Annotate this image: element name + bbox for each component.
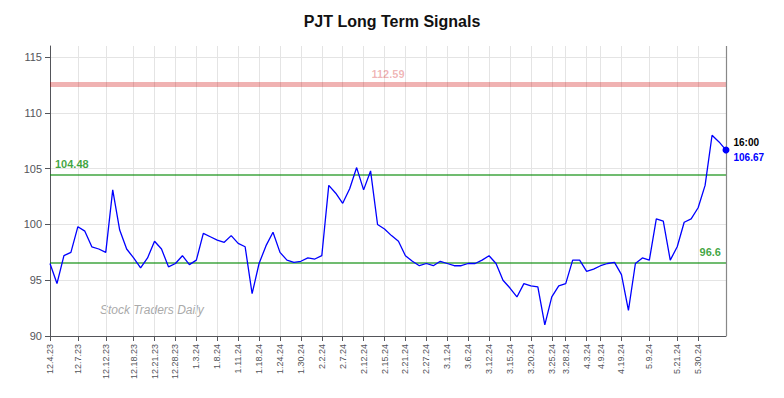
svg-text:3.15.24: 3.15.24 bbox=[505, 344, 515, 374]
svg-text:3.28.24: 3.28.24 bbox=[561, 344, 571, 374]
svg-text:110: 110 bbox=[24, 107, 42, 119]
svg-text:106.67: 106.67 bbox=[734, 152, 765, 163]
svg-text:2.2.24: 2.2.24 bbox=[317, 344, 327, 369]
svg-text:16:00: 16:00 bbox=[734, 137, 760, 148]
svg-text:95: 95 bbox=[30, 274, 42, 286]
svg-text:1.30.24: 1.30.24 bbox=[296, 344, 306, 374]
svg-text:2.12.24: 2.12.24 bbox=[359, 344, 369, 374]
svg-text:1.8.24: 1.8.24 bbox=[212, 344, 222, 369]
svg-text:12.18.23: 12.18.23 bbox=[129, 344, 139, 379]
svg-text:104.48: 104.48 bbox=[55, 158, 89, 170]
svg-text:5.21.24: 5.21.24 bbox=[672, 344, 682, 374]
svg-text:2.27.24: 2.27.24 bbox=[421, 344, 431, 374]
svg-text:12.12.23: 12.12.23 bbox=[101, 344, 111, 379]
svg-text:1.18.24: 1.18.24 bbox=[254, 344, 264, 374]
svg-text:1.3.24: 1.3.24 bbox=[191, 344, 201, 369]
svg-text:3.12.24: 3.12.24 bbox=[484, 344, 494, 374]
svg-text:1.24.24: 1.24.24 bbox=[275, 344, 285, 374]
svg-text:3.1.24: 3.1.24 bbox=[442, 344, 452, 369]
svg-text:115: 115 bbox=[24, 51, 42, 63]
svg-text:105: 105 bbox=[24, 163, 42, 175]
svg-text:112.59: 112.59 bbox=[371, 68, 404, 80]
svg-text:5.30.24: 5.30.24 bbox=[693, 344, 703, 374]
svg-text:1.11.24: 1.11.24 bbox=[233, 344, 243, 373]
svg-text:12.7.23: 12.7.23 bbox=[73, 344, 83, 374]
svg-text:Stock Traders Daily: Stock Traders Daily bbox=[100, 303, 205, 317]
svg-text:100: 100 bbox=[24, 218, 42, 230]
svg-text:3.25.24: 3.25.24 bbox=[547, 344, 557, 374]
svg-text:4.3.24: 4.3.24 bbox=[582, 344, 592, 369]
svg-text:2.21.24: 2.21.24 bbox=[400, 344, 410, 374]
svg-text:12.28.23: 12.28.23 bbox=[170, 344, 180, 379]
svg-text:3.6.24: 3.6.24 bbox=[463, 344, 473, 369]
svg-text:4.19.24: 4.19.24 bbox=[616, 344, 626, 374]
svg-text:4.9.24: 4.9.24 bbox=[596, 344, 606, 369]
svg-text:90: 90 bbox=[30, 330, 42, 342]
svg-text:PJT Long Term Signals: PJT Long Term Signals bbox=[304, 13, 481, 30]
svg-text:2.15.24: 2.15.24 bbox=[380, 344, 390, 374]
svg-text:12.21.23: 12.21.23 bbox=[150, 344, 160, 379]
svg-text:3.20.24: 3.20.24 bbox=[526, 344, 536, 374]
svg-text:5.9.24: 5.9.24 bbox=[644, 344, 654, 369]
svg-text:2.7.24: 2.7.24 bbox=[338, 344, 348, 369]
svg-text:96.6: 96.6 bbox=[700, 246, 721, 258]
svg-text:12.4.23: 12.4.23 bbox=[45, 344, 55, 374]
